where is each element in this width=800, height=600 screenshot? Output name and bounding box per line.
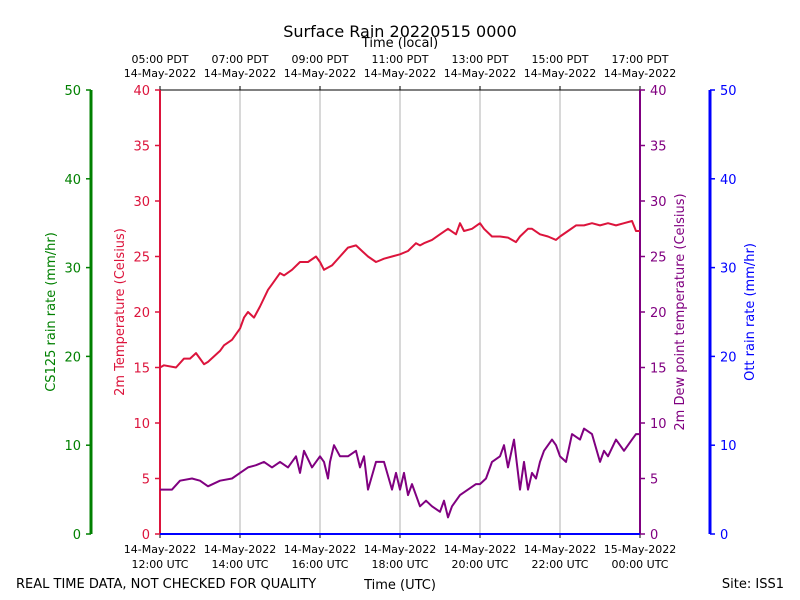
temp-tick-label: 30 [133,195,150,210]
temperature-axis-label: 2m Temperature (Celsius) [113,228,128,396]
data-series [159,220,640,535]
bottom-tick-date: 14-May-2022 [444,543,516,556]
dew-tick-label: 40 [650,84,667,99]
cs125-tick-label: 10 [64,439,81,454]
bottom-tick-date: 14-May-2022 [204,543,276,556]
ott-axis-label: Ott rain rate (mm/hr) [743,243,758,381]
bottom-tick-time: 14:00 UTC [211,558,268,571]
bottom-tick-time: 20:00 UTC [451,558,508,571]
site-label: Site: ISS1 [722,577,784,592]
temp-tick-label: 15 [133,362,150,377]
bottom-tick-time: 12:00 UTC [131,558,188,571]
top-tick-label: 09:00 PDT [291,53,348,66]
gridlines [239,90,561,534]
temp-tick-label: 35 [133,140,150,155]
top-tick-label: 17:00 PDT [611,53,668,66]
top-tick-date: 14-May-2022 [284,67,356,80]
bottom-tick-time: 00:00 UTC [611,558,668,571]
dew-tick-label: 5 [650,473,658,488]
top-axis-label: Time (local) [361,36,438,51]
ott-tick-label: 50 [720,84,737,99]
ott-tick-label: 40 [720,173,737,188]
top-tick-date: 14-May-2022 [364,67,436,80]
dew-tick-label: 25 [650,251,667,266]
temp-tick-label: 40 [133,84,150,99]
quality-note: REAL TIME DATA, NOT CHECKED FOR QUALITY [16,577,316,592]
top-tick-label: 15:00 PDT [531,53,588,66]
series-temp [159,220,640,369]
temp-tick-label: 5 [142,473,150,488]
cs125-tick-label: 0 [73,528,81,543]
bottom-tick-time: 18:00 UTC [371,558,428,571]
cs125-tick-label: 40 [64,173,81,188]
top-tick-date: 14-May-2022 [524,67,596,80]
bottom-tick-time: 16:00 UTC [291,558,348,571]
ott-tick-label: 10 [720,439,737,454]
top-tick-label: 07:00 PDT [211,53,268,66]
dew-tick-label: 35 [650,140,667,155]
top-tick-date: 14-May-2022 [124,67,196,80]
ott-tick-label: 20 [720,350,737,365]
bottom-tick-time: 22:00 UTC [531,558,588,571]
ott-tick-label: 0 [720,528,728,543]
dew-tick-label: 0 [650,528,658,543]
cs125-tick-label: 30 [64,262,81,277]
dewpoint-axis-label: 2m Dew point temperature (Celsius) [673,193,688,430]
top-tick-date: 14-May-2022 [604,67,676,80]
temp-tick-label: 25 [133,251,150,266]
cs125-tick-label: 50 [64,84,81,99]
cs125-tick-label: 20 [64,350,81,365]
dew-tick-label: 20 [650,306,667,321]
ott-tick-label: 30 [720,262,737,277]
bottom-tick-date: 14-May-2022 [284,543,356,556]
bottom-tick-date: 15-May-2022 [604,543,676,556]
series-dew [160,427,640,519]
temp-tick-label: 20 [133,306,150,321]
top-tick-label: 05:00 PDT [131,53,188,66]
temp-tick-label: 10 [133,417,150,432]
chart-title: Surface Rain 20220515 0000 [283,22,517,41]
temp-tick-label: 0 [142,528,150,543]
cs125-axis-label: CS125 rain rate (mm/hr) [44,232,59,392]
dew-tick-label: 30 [650,195,667,210]
top-tick-label: 13:00 PDT [451,53,508,66]
bottom-tick-date: 14-May-2022 [524,543,596,556]
top-tick-date: 14-May-2022 [444,67,516,80]
bottom-tick-date: 14-May-2022 [364,543,436,556]
dew-tick-label: 15 [650,362,667,377]
dew-tick-label: 10 [650,417,667,432]
bottom-axis-label: Time (UTC) [363,578,436,593]
top-tick-date: 14-May-2022 [204,67,276,80]
top-tick-label: 11:00 PDT [371,53,428,66]
bottom-tick-date: 14-May-2022 [124,543,196,556]
